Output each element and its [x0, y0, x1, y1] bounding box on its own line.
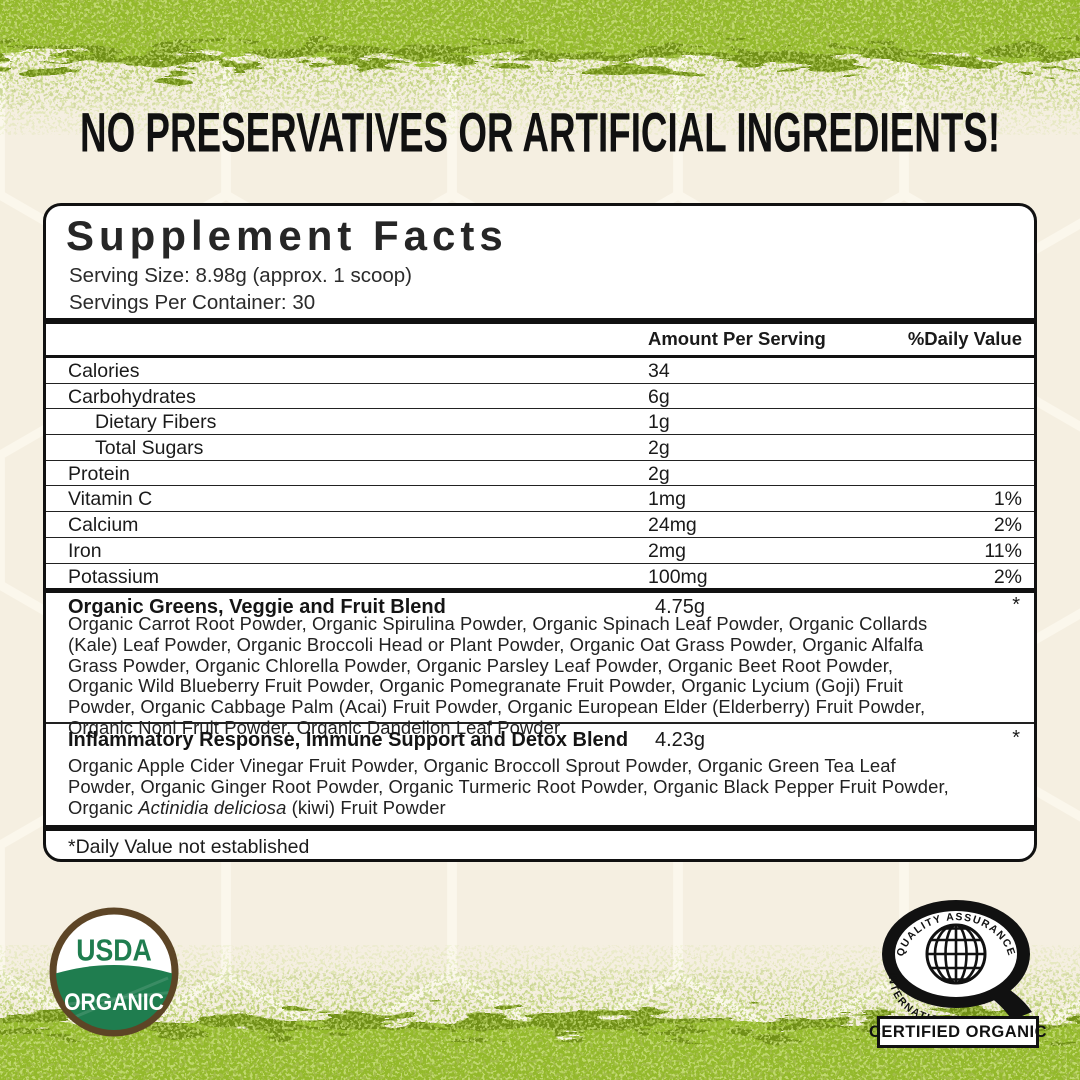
blend-name: Inflammatory Response, Immune Support an… [68, 729, 629, 751]
blend-daily-value: * [1012, 727, 1020, 749]
table-row: Iron 2mg 11% [46, 538, 1034, 564]
nutrient-table: Calories 34 Carbohydrates 6g Dietary Fib… [46, 358, 1034, 589]
headline: NO PRESERVATIVES OR ARTIFICIAL INGREDIEN… [0, 103, 1080, 164]
table-row: Potassium 100mg 2% [68, 565, 1022, 588]
table-row: Total Sugars 2g [46, 435, 1034, 461]
thick-divider [46, 588, 1034, 593]
table-row: Dietary Fibers 1g [46, 409, 1034, 436]
blend-ingredients: Organic Apple Cider Vinegar Fruit Powder… [68, 755, 949, 818]
blend-ingredients: Organic Carrot Root Powder, Organic Spir… [68, 613, 928, 738]
table-row: Calories 34 [46, 358, 1034, 384]
table-row: Calcium 24mg 2% [46, 512, 1034, 538]
column-header-amount: Amount Per Serving [648, 328, 826, 349]
organic-text: ORGANIC [64, 989, 164, 1015]
qai-certified-organic-seal-icon: QUALITY ASSURANCE INTERNATIONAL [882, 900, 1032, 1022]
headline-text: NO PRESERVATIVES OR ARTIFICIAL INGREDIEN… [79, 103, 1001, 165]
blend-amount: 4.23g [655, 729, 706, 751]
column-header-daily-value: %Daily Value [907, 328, 1022, 349]
thick-divider [46, 825, 1034, 831]
globe-icon [925, 923, 987, 985]
green-powder-band-top [0, 0, 1080, 135]
servings-per-container: Servings Per Container: 30 [69, 291, 316, 314]
blend-name: Organic Greens, Veggie and Fruit Blend [68, 596, 446, 618]
table-row: Carbohydrates 6g [46, 384, 1034, 410]
table-row: Vitamin C 1mg 1% [46, 486, 1034, 513]
blend-amount: 4.75g [655, 596, 706, 618]
table-row: Protein 2g [46, 461, 1034, 487]
supplement-facts-panel: Supplement Facts Serving Size: 8.98g (ap… [43, 203, 1037, 862]
daily-value-footnote: *Daily Value not established [68, 836, 310, 858]
thick-divider [46, 318, 1034, 324]
usda-text: USDA [76, 934, 152, 968]
usda-organic-seal-icon: USDA ORGANIC [49, 907, 179, 1037]
blend-daily-value: * [1012, 594, 1020, 616]
divider [46, 722, 1034, 724]
serving-size: Serving Size: 8.98g (approx. 1 scoop) [69, 264, 412, 287]
certified-organic-badge: CERTIFIED ORGANIC [869, 1016, 1047, 1048]
divider [46, 355, 1034, 358]
panel-title: Supplement Facts [66, 212, 508, 259]
latin-species-name: Actinidia deliciosa [138, 796, 287, 818]
